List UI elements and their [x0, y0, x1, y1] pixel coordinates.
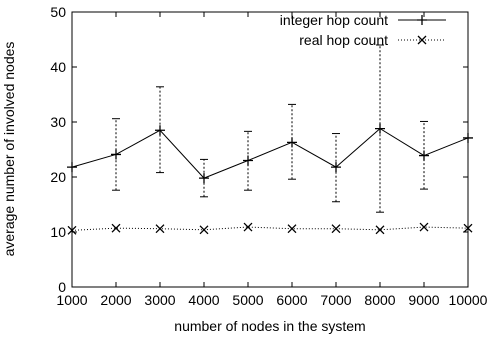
point-real-hop	[111, 223, 121, 233]
point-real-hop	[419, 222, 429, 232]
point-real-hop	[287, 224, 297, 234]
y-tick-label: 0	[58, 279, 66, 295]
point-real-hop	[199, 225, 209, 235]
legend-label: real hop count	[299, 32, 388, 48]
point-real-hop	[375, 225, 385, 235]
point-integer-hop	[155, 125, 165, 136]
point-integer-hop	[199, 173, 209, 184]
x-tick-label: 10000	[449, 292, 488, 308]
point-real-hop	[331, 224, 341, 234]
point-integer-hop	[111, 149, 121, 160]
series-markers	[67, 123, 473, 235]
y-tick-label: 10	[50, 224, 66, 240]
y-tick-label: 20	[50, 169, 66, 185]
series-line-1	[71, 226, 469, 231]
y-tick-label: 50	[50, 4, 66, 20]
legend-label: integer hop count	[280, 12, 388, 28]
x-tick-label: 5000	[232, 292, 263, 308]
point-integer-hop	[375, 123, 385, 134]
point-integer-hop	[67, 162, 77, 173]
x-tick-label: 3000	[144, 292, 175, 308]
point-real-hop	[243, 222, 253, 232]
point-real-hop	[67, 225, 77, 235]
x-tick-label: 7000	[320, 292, 351, 308]
series-lines	[71, 127, 469, 231]
x-axis-label: number of nodes in the system	[174, 318, 365, 334]
x-tick-label: 4000	[188, 292, 219, 308]
legend-marker	[417, 35, 427, 45]
x-tick-label: 9000	[408, 292, 439, 308]
y-tick-label: 40	[50, 59, 66, 75]
y-axis-label: average number of involved nodes	[1, 42, 17, 257]
point-integer-hop	[419, 150, 429, 161]
series-line-0	[71, 127, 469, 179]
point-integer-hop	[463, 132, 473, 143]
point-real-hop	[155, 224, 165, 234]
x-tick-label: 2000	[100, 292, 131, 308]
x-tick-label: 6000	[276, 292, 307, 308]
x-tick-label: 8000	[364, 292, 395, 308]
plot-frame	[71, 11, 469, 288]
axis-ticks: 0 10 20 30 40 50 1000 2000 3000 4000 5000 6000 7000 8…	[50, 4, 487, 308]
point-integer-hop	[243, 155, 253, 166]
legend-marker	[417, 15, 427, 25]
x-tick-label: 1000	[56, 292, 87, 308]
point-integer-hop	[331, 162, 341, 173]
y-tick-label: 30	[50, 114, 66, 130]
point-integer-hop	[287, 137, 297, 148]
legend: integer hop count real hop count	[280, 12, 446, 48]
point-real-hop	[463, 223, 473, 233]
